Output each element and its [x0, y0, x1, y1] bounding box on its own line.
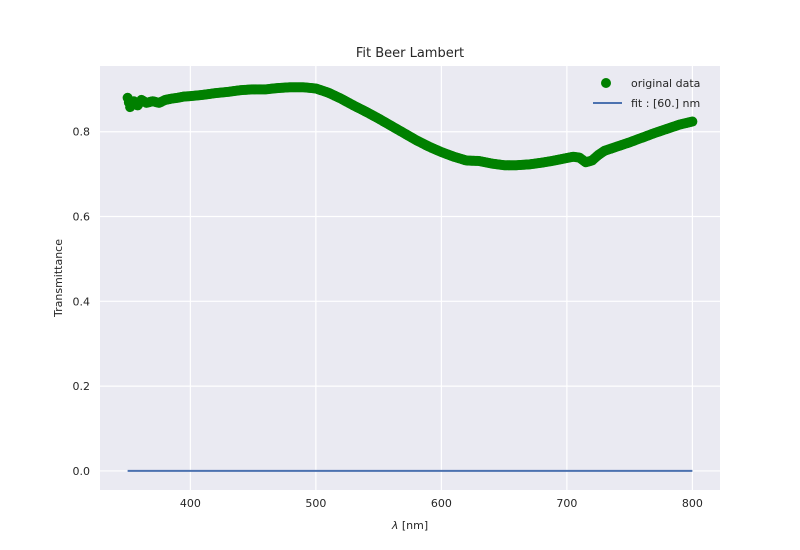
legend-marker-original-data — [601, 78, 611, 88]
plot-area — [100, 66, 720, 490]
x-axis-label: λ [nm] — [391, 519, 428, 532]
x-tick-label: 400 — [180, 497, 201, 510]
x-tick-label: 700 — [556, 497, 577, 510]
data-point — [687, 116, 698, 127]
x-tick-label: 800 — [682, 497, 703, 510]
x-tick-label: 500 — [305, 497, 326, 510]
legend: original data fit : [60.] nm — [593, 77, 700, 110]
axis-ticks: 400 500 600 700 800 0.0 0.2 0.4 0.6 0.8 — [73, 126, 703, 510]
x-tick-label: 600 — [431, 497, 452, 510]
legend-label-original-data: original data — [631, 77, 700, 90]
x-axis-label-unit: [nm] — [398, 519, 428, 532]
y-tick-label: 0.0 — [73, 465, 91, 478]
y-tick-label: 0.8 — [73, 126, 91, 139]
y-tick-label: 0.6 — [73, 211, 91, 224]
x-axis-label-symbol: λ — [391, 519, 399, 532]
y-axis-label: Transmittance — [52, 239, 65, 318]
chart-title: Fit Beer Lambert — [356, 46, 464, 61]
y-tick-label: 0.2 — [73, 380, 91, 393]
original-data-series — [122, 82, 698, 171]
legend-label-fit: fit : [60.] nm — [631, 97, 700, 110]
y-tick-label: 0.4 — [73, 295, 91, 308]
